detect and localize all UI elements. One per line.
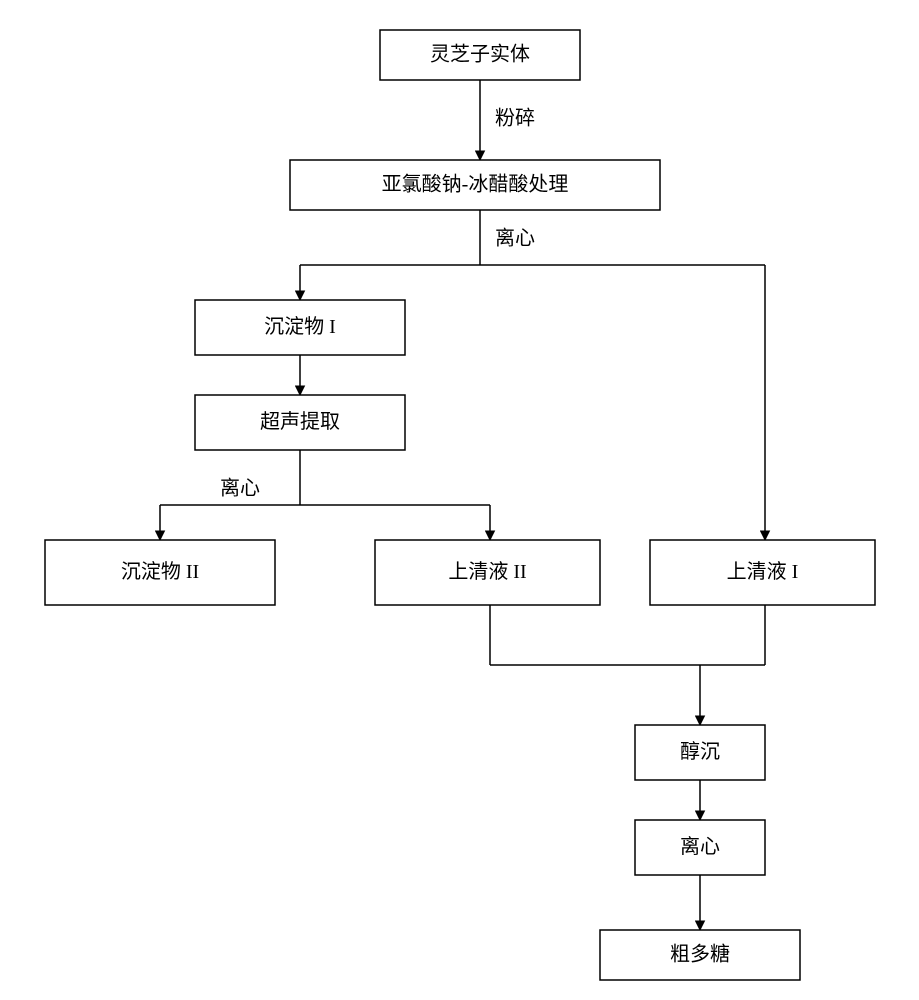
node-label-n3: 沉淀物 I bbox=[264, 315, 336, 338]
edge-label-centrifuge-1: 离心 bbox=[495, 227, 535, 250]
flowchart: 灵芝子实体亚氯酸钠-冰醋酸处理沉淀物 I 超声提取沉淀物 II 上清液 II 上清液 … bbox=[0, 0, 919, 1000]
node-label-n5: 沉淀物 II bbox=[121, 560, 199, 583]
node-label-n2: 亚氯酸钠-冰醋酸处理 bbox=[382, 173, 569, 196]
node-label-n8: 醇沉 bbox=[680, 740, 720, 763]
edge-label-crush: 粉碎 bbox=[495, 107, 535, 130]
node-label-n10: 粗多糖 bbox=[670, 943, 730, 966]
edge-label-centrifuge-2: 离心 bbox=[220, 477, 260, 500]
node-label-n6: 上清液 II bbox=[448, 560, 526, 583]
node-label-n4: 超声提取 bbox=[260, 410, 340, 433]
node-label-n9: 离心 bbox=[680, 835, 720, 858]
node-label-n7: 上清液 I bbox=[727, 560, 799, 583]
node-label-n1: 灵芝子实体 bbox=[430, 43, 530, 66]
